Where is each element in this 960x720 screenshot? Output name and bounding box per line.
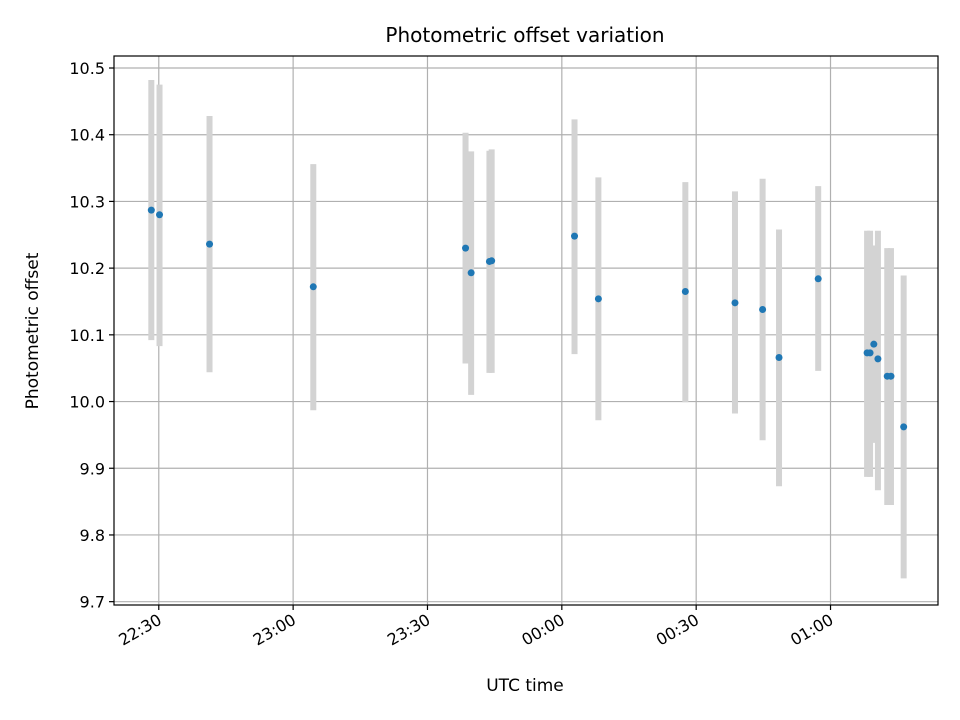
y-tick-label: 10.0 xyxy=(69,393,105,412)
data-point xyxy=(874,355,882,363)
y-tick-label: 9.7 xyxy=(80,593,105,612)
x-tick-label: 23:30 xyxy=(384,610,433,650)
data-point xyxy=(759,305,767,313)
data-point xyxy=(900,423,908,431)
data-point xyxy=(467,269,475,277)
plot-frame xyxy=(113,55,939,606)
data-point xyxy=(681,287,689,295)
x-axis: 22:30 23:00 23:30 00:00 00:30 01:00 xyxy=(115,605,837,650)
data-point xyxy=(488,257,496,265)
x-tick-label: 01:00 xyxy=(787,610,836,650)
y-axis: 9.7 9.8 9.9 10.0 10.1 10.2 10.3 10.4 10.5 xyxy=(69,59,114,612)
data-point xyxy=(887,372,895,380)
x-tick-label: 00:00 xyxy=(518,610,567,650)
x-axis-title: UTC time xyxy=(486,676,564,696)
data-point xyxy=(814,275,822,283)
y-tick-label: 9.8 xyxy=(80,526,105,545)
chart-title: Photometric offset variation xyxy=(385,23,664,47)
data-point xyxy=(775,354,783,362)
data-point xyxy=(571,232,579,240)
data-point xyxy=(870,340,878,348)
grid xyxy=(114,56,938,605)
data-point xyxy=(462,244,470,252)
y-tick-label: 10.3 xyxy=(69,192,105,211)
data-point xyxy=(731,299,739,307)
x-tick-label: 22:30 xyxy=(115,610,164,650)
y-tick-label: 10.1 xyxy=(69,326,105,345)
y-tick-label: 9.9 xyxy=(80,459,105,478)
y-tick-label: 10.4 xyxy=(69,126,105,145)
data-points xyxy=(147,206,908,431)
data-point xyxy=(147,206,155,214)
y-tick-label: 10.2 xyxy=(69,259,105,278)
x-tick-label: 23:00 xyxy=(250,610,299,650)
y-axis-title: Photometric offset xyxy=(23,252,43,409)
data-point xyxy=(309,283,317,291)
data-point xyxy=(206,240,214,248)
x-tick-label: 00:30 xyxy=(653,610,702,650)
data-point xyxy=(156,211,164,219)
data-point xyxy=(594,295,602,303)
y-tick-label: 10.5 xyxy=(69,59,105,78)
error-bars xyxy=(148,80,907,579)
data-point xyxy=(866,349,874,357)
